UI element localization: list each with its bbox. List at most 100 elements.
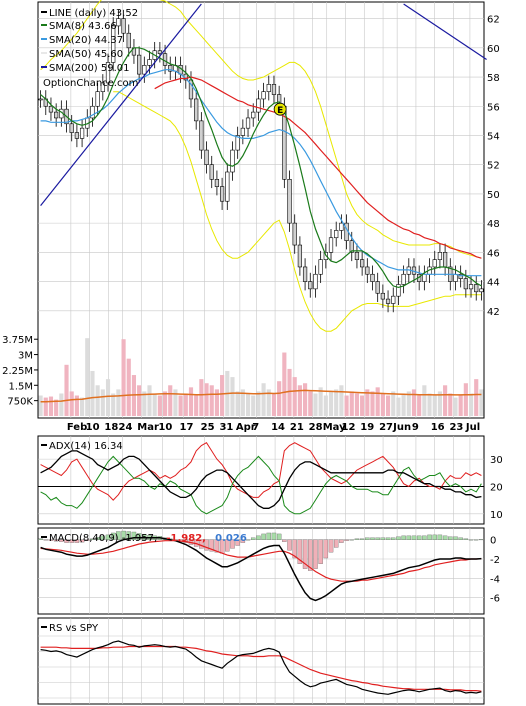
volume-bar bbox=[411, 389, 417, 416]
price-tick-label: 60 bbox=[487, 44, 500, 55]
macd-histogram-bar bbox=[473, 539, 479, 541]
macd-histogram-bar bbox=[225, 539, 230, 552]
volume-tick-label: 1.5M bbox=[8, 381, 33, 392]
macd-histogram-bar bbox=[328, 539, 334, 553]
candle-body bbox=[90, 105, 95, 119]
candle-body bbox=[468, 284, 474, 290]
candle-body bbox=[121, 18, 126, 34]
volume-bar bbox=[183, 393, 188, 416]
moving-averages: E bbox=[40, 3, 487, 289]
macd-histogram-bar bbox=[64, 539, 69, 543]
x-tick-label: Jul bbox=[465, 422, 480, 433]
macd-histogram-bar bbox=[199, 539, 204, 549]
volume-bar bbox=[401, 393, 406, 416]
volume-bar bbox=[406, 391, 411, 416]
volume-bar bbox=[354, 393, 360, 416]
price-tick-label: 56 bbox=[487, 102, 500, 113]
candle-body bbox=[235, 135, 240, 151]
macd-histogram-bar bbox=[48, 539, 54, 541]
macd-histogram-bar bbox=[427, 534, 432, 540]
volume-bar bbox=[261, 383, 266, 416]
x-tick-label: 17 bbox=[180, 422, 194, 433]
macd-histogram-bar bbox=[463, 538, 469, 540]
volume-bar bbox=[375, 387, 380, 416]
candle-body bbox=[365, 266, 370, 275]
watermark: OptionChance.com bbox=[43, 78, 138, 89]
x-tick-label: 7 bbox=[252, 422, 259, 433]
price-tick-label: 58 bbox=[487, 73, 500, 84]
macd-histogram-bar bbox=[432, 534, 437, 540]
macd-histogram-bar bbox=[411, 535, 417, 540]
macd-histogram-bar bbox=[453, 536, 458, 540]
adx-line bbox=[40, 450, 482, 509]
macd-tick-label: 0 bbox=[490, 536, 496, 547]
volume-average-line bbox=[40, 389, 482, 403]
x-tick-label: 12 bbox=[342, 422, 356, 433]
volume-bar bbox=[391, 391, 396, 416]
volume-bar bbox=[69, 391, 74, 416]
price-tick-label: 48 bbox=[487, 219, 500, 230]
candle-body bbox=[162, 53, 168, 66]
candle-body bbox=[219, 186, 225, 202]
rs-legend: RS vs SPY bbox=[41, 623, 99, 634]
legend-sma8: SMA(8) 43.66 bbox=[49, 21, 117, 32]
macd-histogram-bar bbox=[136, 533, 142, 540]
x-tick-label: 28 bbox=[309, 422, 323, 433]
volume-bar bbox=[59, 393, 64, 416]
adx-tick-label: 20 bbox=[490, 482, 503, 493]
x-tick-label: 19 bbox=[360, 422, 374, 433]
macd-histogram-bar bbox=[416, 535, 422, 540]
price-legend: LINE (daily) 43.52 SMA(8) 43.66 SMA(20) … bbox=[41, 8, 138, 89]
legend-sma20: SMA(20) 44.37 bbox=[49, 35, 123, 46]
volume-bar bbox=[105, 379, 111, 416]
candle-body bbox=[474, 284, 479, 293]
indicator-lines bbox=[38, 442, 484, 695]
rs-line bbox=[40, 640, 482, 695]
x-tick-label: 24 bbox=[119, 422, 133, 433]
candle-body bbox=[38, 98, 43, 101]
volume-bar bbox=[111, 393, 116, 416]
earnings-marker-label: E bbox=[277, 106, 283, 116]
envelope-bands bbox=[40, 0, 482, 332]
macd-histogram-bar bbox=[380, 537, 386, 540]
macd-histogram-bar bbox=[131, 531, 137, 540]
volume-bar bbox=[318, 387, 323, 416]
macd-histogram-bar bbox=[266, 532, 272, 540]
macd-histogram-bar bbox=[214, 539, 220, 553]
volume-bar bbox=[292, 377, 297, 416]
macd-histogram-bar bbox=[308, 539, 313, 571]
macd-histogram-bar bbox=[245, 539, 251, 541]
macd-histogram-bar bbox=[318, 539, 323, 564]
x-tick-label: Feb bbox=[67, 422, 87, 433]
candle-body bbox=[308, 281, 313, 290]
candle-body bbox=[105, 62, 111, 84]
price-tick-label: 62 bbox=[487, 15, 500, 26]
macd-histogram-bar bbox=[38, 538, 43, 540]
x-tick-label: 16 bbox=[431, 422, 445, 433]
volume-tick-label: 2.25M bbox=[2, 366, 33, 377]
candle-body bbox=[334, 230, 339, 239]
macd-legend: MACD(8,40,9) -1.957, -1.982, 0.026 bbox=[41, 533, 247, 544]
volume-bar bbox=[453, 397, 458, 416]
volume-bar bbox=[116, 389, 121, 416]
candle-body bbox=[95, 91, 100, 107]
volume-bar bbox=[38, 395, 43, 416]
macd-histogram-bar bbox=[344, 539, 349, 541]
legend-rs: RS vs SPY bbox=[49, 623, 99, 634]
macd-histogram-bar bbox=[235, 539, 240, 546]
macd-histogram-bar bbox=[479, 539, 484, 541]
sma8-line bbox=[40, 47, 482, 289]
volume-bar bbox=[432, 395, 437, 416]
volume-bar bbox=[297, 385, 302, 416]
macd-histogram-bar bbox=[79, 539, 85, 543]
volume-bar bbox=[74, 395, 79, 416]
volume-bar bbox=[271, 393, 277, 416]
candle-body bbox=[302, 266, 308, 282]
volume-bar bbox=[339, 385, 344, 416]
volume-tick-label: 3.75M bbox=[2, 335, 33, 346]
candle-body bbox=[354, 252, 360, 260]
volume-bar bbox=[448, 393, 453, 416]
macd-histogram-bar bbox=[276, 533, 282, 540]
macd-histogram-bar bbox=[43, 539, 49, 541]
